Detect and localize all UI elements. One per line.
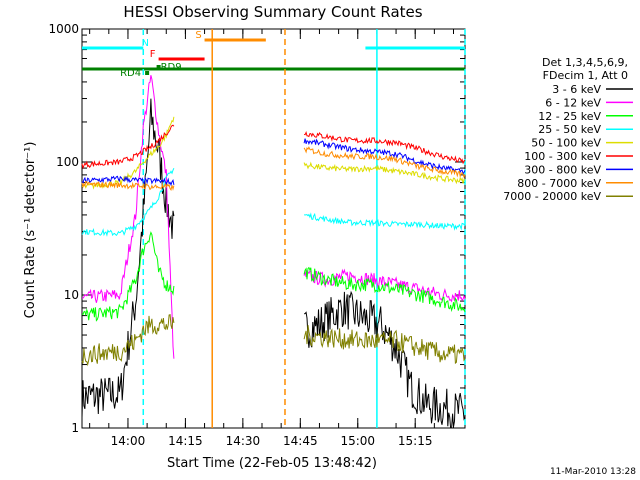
- x-tick-label: 15:00: [340, 434, 375, 448]
- series-line: [303, 268, 466, 303]
- series-line: [303, 131, 466, 165]
- x-tick-label: 15:15: [398, 434, 433, 448]
- annotation-marker: [156, 65, 161, 69]
- series-line: [81, 314, 175, 367]
- series-line: [81, 180, 175, 191]
- series-line: [81, 167, 175, 237]
- legend-entry-label: 25 - 50 keV: [538, 123, 601, 136]
- series-line: [304, 290, 466, 429]
- x-tick-label: 14:00: [111, 434, 146, 448]
- legend-entry-label: 50 - 100 keV: [531, 137, 601, 150]
- chart-title: HESSI Observing Summary Count Rates: [123, 3, 422, 21]
- series-line: [303, 266, 466, 313]
- legend-entry-label: 12 - 25 keV: [538, 110, 601, 123]
- series-line: [303, 146, 466, 179]
- legend-entry-label: 300 - 800 keV: [524, 163, 601, 176]
- series-line: [82, 75, 175, 359]
- plot-frame: [81, 28, 466, 429]
- legend-entry-label: 100 - 300 keV: [524, 150, 601, 163]
- annotation-label: N: [142, 38, 149, 49]
- annotations: NF S RD4 RD9: [82, 29, 466, 428]
- annotation-label: S: [195, 30, 201, 41]
- series-line: [81, 116, 175, 190]
- annotation-label: F: [150, 49, 156, 60]
- series-line: [303, 138, 466, 176]
- series-lines: [81, 75, 466, 429]
- y-axis-label: Count Rate (s⁻¹ detector⁻¹): [23, 142, 38, 319]
- x-tick-label: 14:30: [226, 434, 261, 448]
- legend-entry-label: 3 - 6 keV: [552, 83, 601, 96]
- annotation-marker: [145, 71, 150, 75]
- plot-border: [81, 28, 466, 429]
- legend-header: FDecim 1, Att 0: [543, 69, 628, 82]
- y-tick-label: 100: [56, 155, 79, 169]
- x-axis-label: Start Time (22-Feb-05 13:48:42): [167, 456, 377, 471]
- y-tick-label: 1000: [48, 22, 79, 36]
- x-tick-label: 14:45: [283, 434, 318, 448]
- x-tick-label: 14:15: [168, 434, 203, 448]
- series-line: [81, 175, 175, 187]
- legend: Det 1,3,4,5,6,9,FDecim 1, Att 03 - 6 keV…: [503, 56, 633, 203]
- y-tick-label: 10: [64, 288, 79, 302]
- annotation-label: RD9: [161, 62, 182, 73]
- series-line: [304, 212, 466, 231]
- series-line: [303, 325, 466, 365]
- legend-entry-label: 800 - 7000 keV: [517, 177, 601, 190]
- series-line: [303, 161, 466, 185]
- y-axis: 1 10 100 1000: [48, 22, 465, 435]
- series-line: [81, 231, 175, 322]
- legend-entry-label: 7000 - 20000 keV: [503, 190, 601, 203]
- annotation-label: RD4: [120, 68, 141, 79]
- legend-header: Det 1,3,4,5,6,9,: [542, 56, 628, 69]
- footer-timestamp: 11-Mar-2010 13:28: [550, 467, 636, 477]
- legend-entry-label: 6 - 12 keV: [545, 96, 601, 109]
- x-axis: 14:00 14:15 14:30 14:45 15:00 15:15: [89, 29, 455, 448]
- y-tick-label: 1: [71, 421, 79, 435]
- series-line: [81, 124, 175, 170]
